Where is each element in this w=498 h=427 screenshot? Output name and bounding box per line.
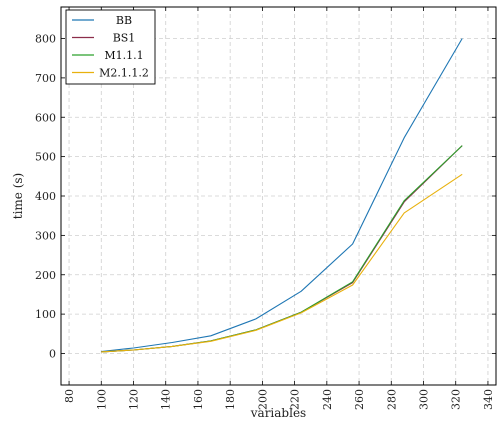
y-tick-label: 700	[35, 72, 56, 85]
series-line-bb	[101, 38, 463, 353]
y-tick-label: 500	[35, 151, 56, 164]
x-tick-label: 160	[192, 389, 205, 410]
y-tick-label: 800	[35, 33, 56, 46]
y-tick-label: 600	[35, 111, 56, 124]
y-tick-label: 400	[35, 190, 56, 203]
x-tick-label: 80	[63, 389, 76, 403]
y-tick-label: 0	[49, 348, 56, 361]
x-tick-label: 300	[418, 389, 431, 410]
x-tick-label: 260	[353, 389, 366, 410]
x-tick-label: 220	[289, 389, 302, 410]
x-tick-label: 340	[482, 389, 495, 410]
legend-box	[65, 9, 156, 85]
legend-label: M2.1.1.2	[99, 67, 149, 80]
x-tick-label: 180	[224, 389, 237, 410]
y-axis-label: time (s)	[11, 173, 25, 219]
axis-ticks: 80 100 120 140 160 180 200 220 240 260 280 300 320 34…	[35, 7, 496, 410]
legend-label: BB	[116, 14, 132, 27]
x-tick-label: 140	[160, 389, 173, 410]
x-tick-label: 120	[128, 389, 141, 410]
x-tick-label: 200	[256, 389, 269, 410]
x-tick-label: 320	[450, 389, 463, 410]
y-tick-label: 300	[35, 229, 56, 242]
series-lines	[101, 38, 463, 353]
x-tick-label: 100	[95, 389, 108, 410]
series-line-bs1	[101, 145, 463, 353]
x-tick-label: 280	[385, 389, 398, 410]
y-tick-label: 100	[35, 308, 56, 321]
legend-label: BS1	[113, 32, 136, 45]
series-line-m2-1-1-2	[101, 173, 463, 353]
legend-label: M1.1.1	[104, 49, 143, 62]
grid-lines	[61, 7, 496, 385]
x-tick-label: 240	[321, 389, 334, 410]
x-axis-label: variables	[250, 406, 306, 420]
y-tick-label: 200	[35, 269, 56, 282]
legend: BB BS1 M1.1.1 M2.1.1.2	[65, 9, 156, 85]
series-line-m1-1-1	[101, 145, 463, 353]
